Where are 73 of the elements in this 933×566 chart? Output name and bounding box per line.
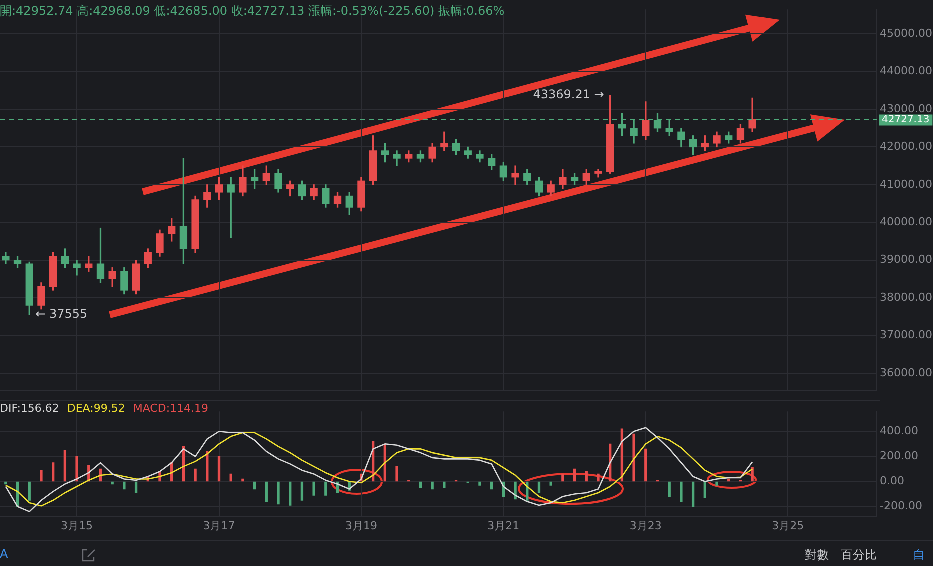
annotation: 43369.21 → bbox=[533, 88, 604, 102]
bar bbox=[644, 448, 648, 482]
bar bbox=[52, 462, 55, 482]
text: DIF:156.62 bbox=[0, 402, 60, 415]
bar bbox=[76, 456, 78, 482]
bar bbox=[751, 467, 754, 482]
bar bbox=[194, 468, 197, 482]
y-tick-label: 36000.00 bbox=[880, 366, 932, 380]
x-tick-label: 3月25 bbox=[772, 519, 804, 532]
ref-line-label: 42727.13 bbox=[882, 114, 930, 126]
x-tick-label: 3月19 bbox=[345, 519, 378, 532]
y-tick-label: 37000.00 bbox=[880, 328, 932, 342]
text: MACD:114.19 bbox=[133, 402, 209, 415]
bar bbox=[4, 482, 8, 485]
y-tick-label: 44000.00 bbox=[880, 64, 932, 78]
x-tick-label: 3月21 bbox=[488, 519, 520, 532]
x-tick-label: 3月15 bbox=[61, 519, 94, 532]
bar bbox=[324, 482, 328, 496]
bar bbox=[253, 482, 256, 490]
y-tick-label: 43000.00 bbox=[880, 102, 932, 116]
text: DEA:99.52 bbox=[67, 402, 126, 415]
bar bbox=[692, 482, 695, 508]
bar bbox=[538, 482, 541, 494]
y-tick-label: -200.00 bbox=[880, 500, 922, 513]
bar bbox=[300, 482, 304, 501]
bar bbox=[218, 456, 221, 482]
bar bbox=[265, 482, 268, 502]
bar bbox=[704, 482, 706, 498]
bar bbox=[289, 482, 292, 506]
text: 對數 bbox=[805, 547, 829, 564]
chart-subtitle: 開:42952.74 高:42968.09 低:42685.00 收:42727.13 漲幅:-0.53%(-225.60) 振幅:0.66% bbox=[0, 3, 505, 20]
bar bbox=[277, 482, 280, 505]
y-tick-label: 38000.00 bbox=[880, 290, 932, 304]
text: A bbox=[0, 547, 8, 561]
bar bbox=[514, 482, 517, 500]
bar bbox=[230, 474, 232, 482]
candlestick bbox=[512, 166, 520, 186]
bar bbox=[396, 466, 398, 482]
bar bbox=[40, 470, 43, 482]
bar bbox=[490, 482, 494, 490]
bar bbox=[550, 482, 552, 486]
bar bbox=[573, 468, 576, 482]
y-tick-label: 41000.00 bbox=[880, 178, 932, 191]
text: 自 bbox=[913, 547, 925, 564]
bar bbox=[562, 474, 564, 482]
y-tick-label: 0.00 bbox=[880, 474, 904, 488]
bar bbox=[134, 482, 138, 494]
bar bbox=[419, 482, 422, 488]
y-tick-label: 200.00 bbox=[880, 450, 918, 463]
bar bbox=[597, 474, 600, 482]
bar bbox=[585, 471, 588, 482]
bar bbox=[478, 482, 482, 486]
y-tick-label: 45000.00 bbox=[880, 26, 932, 40]
x-tick-label: 3月17 bbox=[203, 519, 236, 532]
annotation: ← 37555 bbox=[36, 306, 88, 321]
bar bbox=[680, 482, 683, 502]
y-tick-label: 39000.00 bbox=[880, 253, 932, 266]
bar bbox=[123, 482, 126, 490]
text: 百分比 bbox=[841, 547, 877, 564]
bar bbox=[64, 450, 67, 482]
bar bbox=[312, 482, 316, 496]
y-tick-label: 400.00 bbox=[880, 424, 918, 438]
y-tick-label: 42000.00 bbox=[880, 140, 932, 154]
y-tick-label: 40000.00 bbox=[880, 215, 932, 228]
bar bbox=[668, 482, 671, 498]
candlestick bbox=[440, 132, 448, 152]
bar bbox=[716, 482, 718, 486]
bar bbox=[443, 482, 446, 488]
bar bbox=[431, 482, 434, 490]
bar bbox=[632, 434, 636, 482]
x-tick-label: 3月23 bbox=[630, 519, 662, 532]
bar bbox=[242, 478, 244, 482]
bar bbox=[28, 482, 31, 501]
